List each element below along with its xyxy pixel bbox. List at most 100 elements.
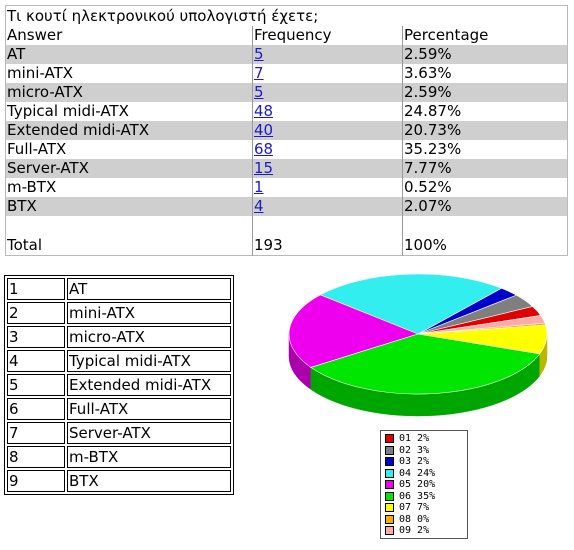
legend-swatch xyxy=(385,457,394,467)
answer-cell: Typical midi-ATX xyxy=(7,102,129,120)
frequency-cell: 40 xyxy=(252,121,403,140)
legend-item: 03 2% xyxy=(385,456,467,468)
key-number: 1 xyxy=(7,278,65,300)
key-row: 8 m-BTX xyxy=(7,446,231,468)
spacer-cell xyxy=(6,216,253,236)
frequency-link[interactable]: 5 xyxy=(254,45,264,63)
frequency-link[interactable]: 5 xyxy=(254,83,264,101)
frequency-cell: 48 xyxy=(252,102,403,121)
total-percentage: 100% xyxy=(402,236,568,256)
key-label: Extended midi-ATX xyxy=(67,374,231,396)
table-row: m-BTX 1 0.52% xyxy=(6,178,568,197)
legend-label: 05 20% xyxy=(399,479,436,491)
key-label: Server-ATX xyxy=(67,422,231,444)
key-number: 5 xyxy=(7,374,65,396)
key-label: BTX xyxy=(67,470,231,492)
table-row: micro-ATX 5 2.59% xyxy=(5,83,568,102)
key-row: 5 Extended midi-ATX xyxy=(7,374,231,396)
key-number: 8 xyxy=(7,446,65,468)
table-row: Extended midi-ATX 40 20.73% xyxy=(5,121,568,140)
key-label: Full-ATX xyxy=(67,398,231,420)
frequency-link[interactable]: 15 xyxy=(254,159,274,177)
header-row: Answer Frequency Percentage xyxy=(6,26,568,45)
frequency-cell: 7 xyxy=(252,64,403,83)
legend-item: 01 2% xyxy=(385,433,467,445)
legend-swatch xyxy=(385,445,394,455)
percentage-cell: 7.77% xyxy=(402,159,568,178)
pie-slice xyxy=(288,294,419,368)
key-row: 4 Typical midi-ATX xyxy=(7,350,231,372)
pie-slice xyxy=(319,273,503,335)
percentage-cell: 24.87% xyxy=(402,102,568,121)
legend-swatch xyxy=(385,491,394,501)
percentage-cell: 2.07% xyxy=(402,197,568,216)
header-frequency: Frequency xyxy=(252,26,403,45)
pie-slice xyxy=(417,315,546,335)
key-number: 2 xyxy=(7,302,65,324)
question-row: Τι κουτί ηλεκτρονικού υπολογιστή έχετε; xyxy=(6,6,568,27)
percentage-cell: 0.52% xyxy=(402,178,568,197)
key-label: AT xyxy=(67,278,231,300)
frequency-link[interactable]: 4 xyxy=(254,197,264,215)
spacer-row xyxy=(6,216,568,236)
legend-item: 02 3% xyxy=(385,445,467,457)
legend-swatch xyxy=(385,503,394,513)
percentage-cell: 3.63% xyxy=(402,64,568,83)
frequency-link[interactable]: 1 xyxy=(254,178,264,196)
table-row: mini-ATX 7 3.63% xyxy=(6,64,568,83)
percentage-cell: 20.73% xyxy=(402,121,568,140)
key-row: 3 micro-ATX xyxy=(7,326,231,348)
key-number: 9 xyxy=(7,470,65,492)
key-row: 2 mini-ATX xyxy=(7,302,231,324)
legend-item: 08 0% xyxy=(385,514,467,526)
legend-item: 04 24% xyxy=(385,468,467,480)
pie-chart xyxy=(288,273,548,417)
spacer-cell xyxy=(252,216,403,236)
pie-slice xyxy=(310,333,541,395)
legend-swatch xyxy=(385,480,394,490)
percentage-cell: 2.59% xyxy=(402,83,568,102)
answer-cell: m-BTX xyxy=(7,178,57,196)
percentage-cell: 35.23% xyxy=(402,140,568,159)
frequency-link[interactable]: 68 xyxy=(254,140,274,158)
key-label: m-BTX xyxy=(67,446,231,468)
key-row: 1 AT xyxy=(7,278,231,300)
frequency-link[interactable]: 40 xyxy=(254,121,274,139)
frequency-link[interactable]: 7 xyxy=(254,64,264,82)
table-row: AT 5 2.59% xyxy=(5,45,568,64)
key-number: 3 xyxy=(7,326,65,348)
legend-item: 07 7% xyxy=(385,502,467,514)
results-table: Τι κουτί ηλεκτρονικού υπολογιστή έχετε; … xyxy=(5,5,568,256)
legend-label: 06 35% xyxy=(399,490,436,502)
answer-cell: BTX xyxy=(5,197,253,216)
answer-cell: micro-ATX xyxy=(5,83,253,102)
spacer-cell xyxy=(402,216,568,236)
pie-legend: 01 2% 02 3% 03 2% 04 24% 05 20% 06 35% 07 7% 08… xyxy=(380,430,468,539)
answer-cell: Server-ATX xyxy=(5,159,253,178)
header-percentage: Percentage xyxy=(402,26,568,45)
frequency-cell: 15 xyxy=(252,159,403,178)
key-label: mini-ATX xyxy=(67,302,231,324)
answer-key-table: 1 AT 2 mini-ATX 3 micro-ATX 4 Typical midi-ATX 5… xyxy=(4,275,234,495)
key-number: 6 xyxy=(7,398,65,420)
legend-label: 03 2% xyxy=(399,456,430,468)
legend-label: 04 24% xyxy=(399,467,436,479)
legend-item: 09 2% xyxy=(385,525,467,537)
frequency-cell: 4 xyxy=(252,197,403,216)
answer-cell: AT xyxy=(5,45,253,64)
legend-label: 01 2% xyxy=(399,433,430,445)
table-row: Server-ATX 15 7.77% xyxy=(5,159,568,178)
frequency-link[interactable]: 48 xyxy=(254,102,274,120)
legend-swatch xyxy=(385,434,394,444)
percentage-cell: 2.59% xyxy=(402,45,568,64)
legend-label: 08 0% xyxy=(399,513,430,525)
legend-swatch xyxy=(385,468,394,478)
legend-label: 07 7% xyxy=(399,502,430,514)
table-row: Typical midi-ATX 48 24.87% xyxy=(6,102,568,121)
legend-item: 05 20% xyxy=(385,479,467,491)
key-row: 6 Full-ATX xyxy=(7,398,231,420)
answer-cell: mini-ATX xyxy=(7,64,74,82)
key-number: 4 xyxy=(7,350,65,372)
legend-label: 09 2% xyxy=(399,525,430,537)
answer-cell: Extended midi-ATX xyxy=(5,121,253,140)
